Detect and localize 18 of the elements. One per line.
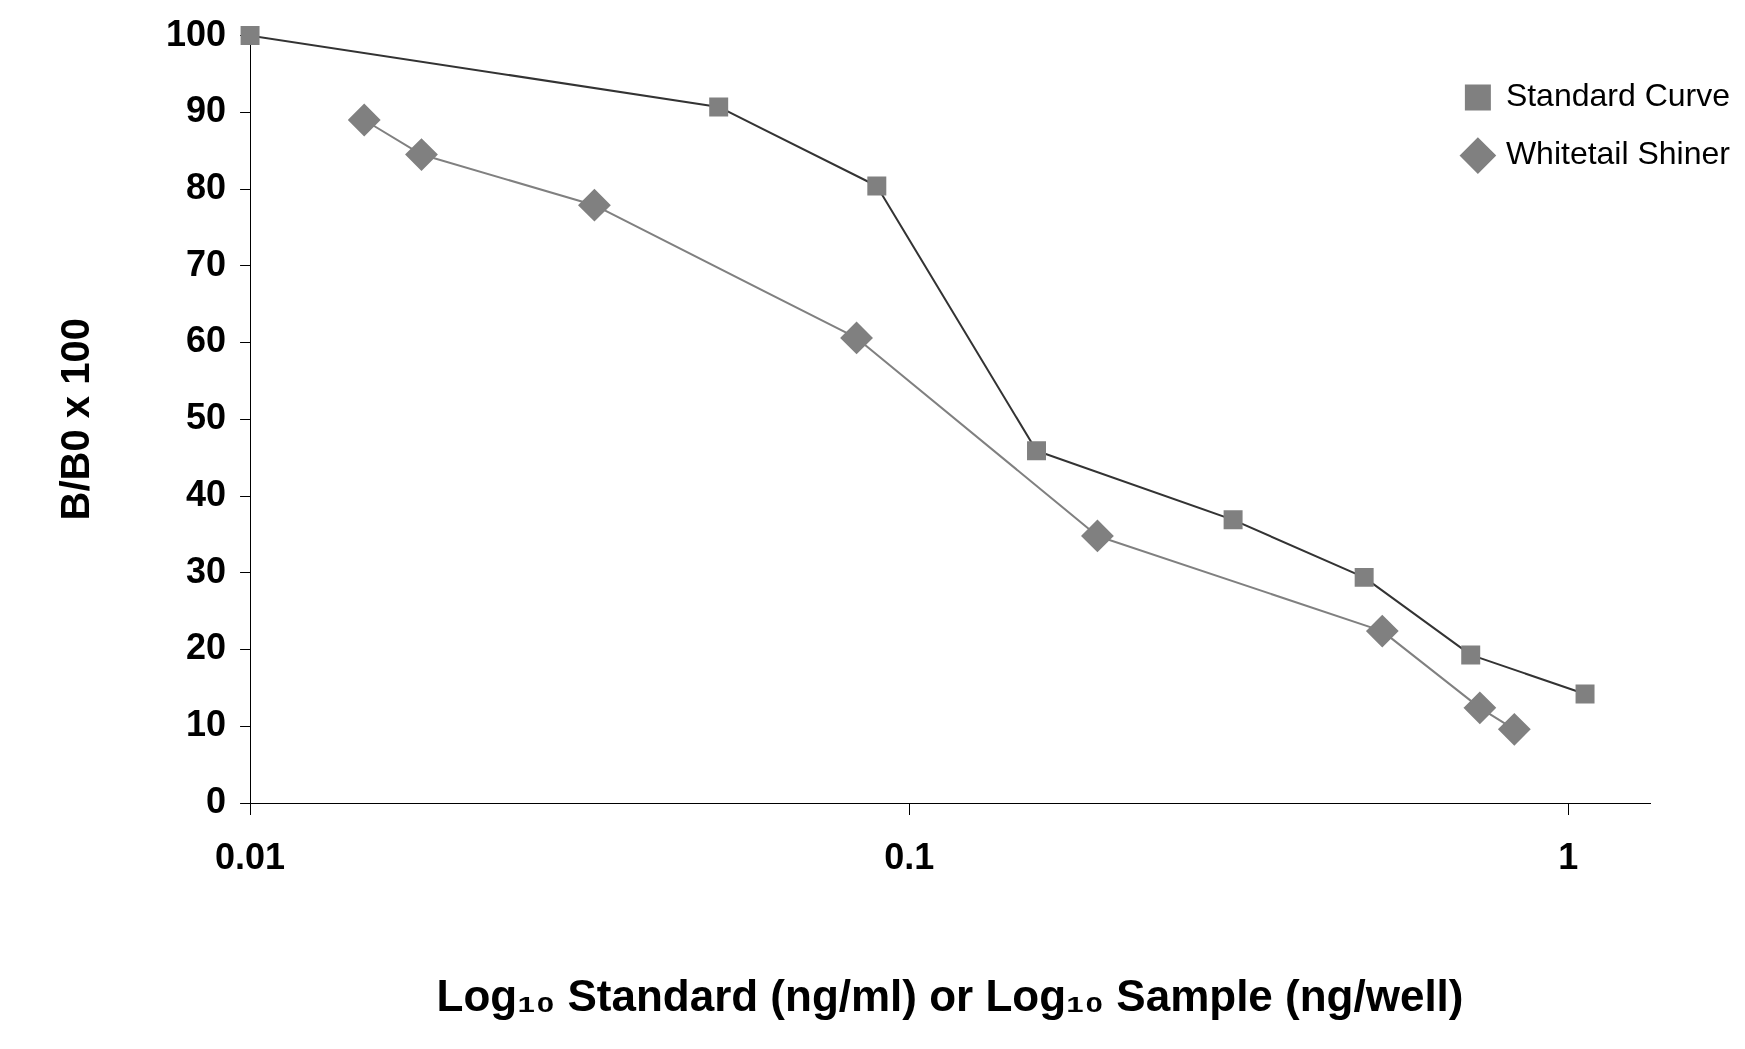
x-tick-label: 0.01 xyxy=(215,835,286,877)
y-tick-label: 100 xyxy=(165,12,227,54)
y-tick-label: 40 xyxy=(186,472,227,514)
legend-label: Whitetail Shiner xyxy=(1505,135,1731,172)
x-tick-label: 1 xyxy=(1558,835,1579,877)
y-axis-title: B/B0 x 100 xyxy=(53,318,98,521)
y-tick-label: 50 xyxy=(186,396,227,438)
y-tick-label: 30 xyxy=(186,549,227,591)
y-tick-label: 60 xyxy=(186,319,227,361)
x-axis-title: Log₁₀ Standard (ng/ml) or Log₁₀ Sample (ng/well) xyxy=(436,970,1464,1020)
x-tick-label: 0.1 xyxy=(884,835,935,877)
y-tick-label: 20 xyxy=(186,626,227,668)
y-tick-label: 90 xyxy=(186,89,227,131)
legend-label: Standard Curve xyxy=(1505,77,1730,114)
y-tick-label: 0 xyxy=(206,779,227,821)
y-tick-label: 70 xyxy=(186,242,227,284)
y-tick-label: 80 xyxy=(186,166,227,207)
y-tick-label: 10 xyxy=(186,703,227,745)
